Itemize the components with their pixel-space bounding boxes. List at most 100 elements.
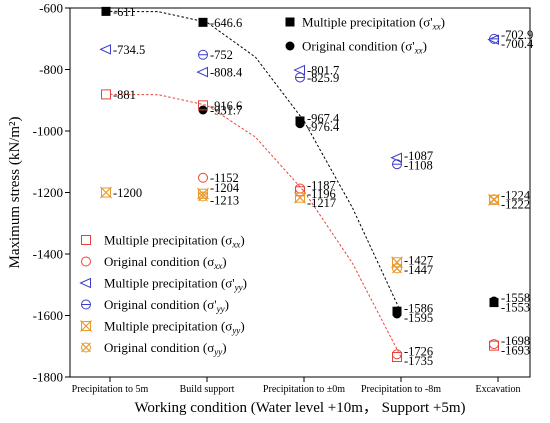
data-point bbox=[81, 235, 91, 245]
data-label: -1222 bbox=[501, 198, 530, 212]
data-label: -1586 bbox=[404, 302, 433, 316]
data-label: -1224 bbox=[501, 188, 531, 202]
trend-line bbox=[109, 10, 402, 313]
data-point bbox=[81, 299, 91, 310]
data-point bbox=[79, 277, 91, 289]
legend-label: Original condition (σ'yy) bbox=[104, 297, 229, 314]
legend-label: Multiple precipitation (σ'yy) bbox=[104, 276, 247, 293]
legend-entry: Original condition (σ'xx) bbox=[285, 39, 427, 56]
data-label: -1152 bbox=[210, 171, 239, 185]
legend-label: Original condition (σxx) bbox=[104, 254, 227, 271]
data-point bbox=[295, 183, 305, 194]
data-point bbox=[198, 17, 208, 27]
x-tick-label: Build support bbox=[180, 384, 235, 395]
data-label: -967.4 bbox=[307, 112, 340, 126]
y-tick-label: -1800 bbox=[33, 370, 63, 385]
data-label: -611 bbox=[113, 5, 135, 19]
data-label: -808.4 bbox=[210, 66, 243, 80]
y-tick-label: -1000 bbox=[33, 124, 63, 139]
data-label: -1693 bbox=[501, 343, 530, 357]
data-point bbox=[489, 296, 499, 306]
x-tick-label: Precipitation to ±0m bbox=[263, 384, 345, 395]
x-axis-title: Working condition (Water level +10m， Sup… bbox=[134, 400, 465, 416]
data-point bbox=[101, 89, 111, 100]
data-label: -1204 bbox=[210, 181, 240, 195]
data-label: -646.6 bbox=[210, 16, 242, 30]
data-point bbox=[198, 100, 208, 111]
data-point bbox=[197, 187, 209, 200]
legend-entry: Multiple precipitation (σ'xx) bbox=[285, 15, 445, 32]
data-point bbox=[198, 191, 208, 202]
y-tick-label: -1200 bbox=[33, 185, 63, 200]
data-label: -1200 bbox=[113, 186, 142, 200]
data-point bbox=[392, 349, 402, 360]
data-point bbox=[489, 194, 499, 205]
data-point bbox=[392, 263, 402, 274]
trend-lines bbox=[109, 10, 402, 358]
data-label: -1558 bbox=[501, 291, 530, 305]
data-label: -1187 bbox=[307, 179, 336, 193]
data-point bbox=[489, 339, 499, 350]
data-point bbox=[198, 49, 208, 60]
legend-left: Multiple precipitation (σxx) Original con… bbox=[79, 233, 247, 357]
data-label: -916.6 bbox=[210, 99, 242, 113]
data-point bbox=[101, 6, 111, 16]
data-point bbox=[81, 342, 91, 353]
y-tick-label: -1600 bbox=[33, 308, 63, 323]
data-point bbox=[198, 172, 208, 183]
legend-label: Original condition (σyy) bbox=[104, 340, 227, 357]
data-point bbox=[80, 320, 92, 332]
legend-entry: Original condition (σ'yy) bbox=[81, 297, 229, 314]
legend-entry: Original condition (σxx) bbox=[81, 254, 227, 271]
legend-entry: Multiple precipitation (σxx) bbox=[81, 233, 245, 250]
data-label: -1108 bbox=[404, 158, 433, 172]
trend-line bbox=[109, 93, 402, 358]
data-point bbox=[295, 186, 305, 197]
data-point bbox=[285, 17, 295, 27]
x-tick-label: Precipitation to 5m bbox=[72, 384, 149, 395]
legend-label: Multiple precipitation (σxx) bbox=[104, 233, 245, 250]
x-axis-ticks: Precipitation to 5m Build support Precipit… bbox=[72, 377, 521, 395]
data-point bbox=[392, 352, 402, 363]
data-label: -752 bbox=[210, 48, 233, 62]
data-point bbox=[293, 64, 305, 76]
y-tick-label: -600 bbox=[39, 1, 63, 16]
data-label: -801.7 bbox=[307, 64, 339, 78]
data-label: -1427 bbox=[404, 254, 433, 268]
data-point bbox=[100, 186, 112, 199]
legend-entry: Original condition (σyy) bbox=[81, 340, 227, 357]
y-tick-label: -1400 bbox=[33, 247, 63, 262]
x-tick-label: Excavation bbox=[476, 384, 521, 395]
data-label: -1447 bbox=[404, 263, 433, 277]
legend-label: Multiple precipitation (σ'xx) bbox=[302, 15, 445, 32]
data-point bbox=[294, 191, 306, 204]
data-point bbox=[489, 33, 499, 44]
data-label: -1087 bbox=[404, 149, 433, 163]
data-label: -976.4 bbox=[307, 120, 340, 134]
data-label: -1213 bbox=[210, 194, 239, 208]
legend-label: Multiple precipitation (σyy) bbox=[104, 319, 245, 336]
legend-top: Multiple precipitation (σ'xx) Original co… bbox=[285, 15, 445, 56]
data-label: -1196 bbox=[307, 187, 336, 201]
data-label: -1217 bbox=[307, 196, 336, 210]
data-label: -931.7 bbox=[210, 103, 242, 117]
data-label: -1553 bbox=[501, 300, 530, 314]
y-axis-title: Maximum stress (kN/m²) bbox=[7, 117, 23, 269]
x-tick-label: Precipitation to -8m bbox=[361, 384, 441, 395]
legend-entry: Multiple precipitation (σyy) bbox=[80, 319, 245, 336]
data-label: -1726 bbox=[404, 345, 433, 359]
data-label: -700.4 bbox=[501, 37, 534, 51]
data-point bbox=[392, 159, 402, 170]
data-label: -825.9 bbox=[307, 71, 339, 85]
data-point bbox=[295, 119, 305, 129]
data-label: -1595 bbox=[404, 311, 433, 325]
legend-entry: Multiple precipitation (σ'yy) bbox=[79, 276, 247, 293]
data-label: -734.5 bbox=[113, 43, 145, 57]
data-label: -1698 bbox=[501, 334, 530, 348]
y-tick-label: -800 bbox=[39, 62, 63, 77]
data-label: -1735 bbox=[404, 354, 433, 368]
data-point bbox=[295, 72, 305, 83]
data-point bbox=[196, 66, 208, 78]
data-point bbox=[81, 256, 91, 267]
